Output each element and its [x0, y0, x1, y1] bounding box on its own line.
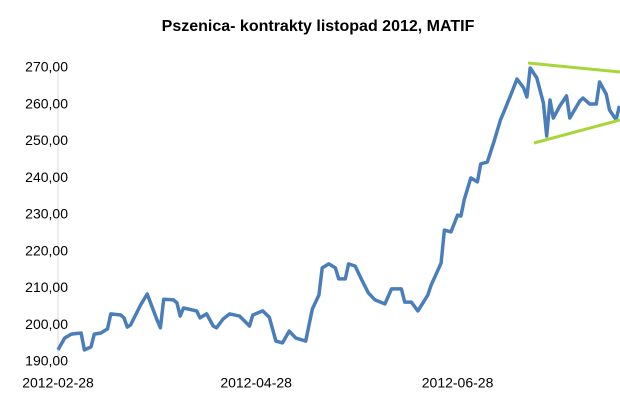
y-tick-label: 210,00	[25, 279, 68, 295]
y-tick-label: 260,00	[25, 95, 68, 111]
trend-line-upper	[527, 61, 620, 74]
y-tick-label: 270,00	[25, 59, 68, 75]
y-tick-label: 250,00	[25, 132, 68, 148]
line	[56, 66, 620, 352]
y-tick-label: 240,00	[25, 169, 68, 185]
chart-title: Pszenica- kontrakty listopad 2012, MATIF	[162, 18, 475, 35]
plot	[56, 66, 620, 352]
x-tick-label: 2012-06-28	[422, 375, 494, 391]
y-tick-label: 220,00	[25, 242, 68, 258]
y-tick-label: 190,00	[25, 353, 68, 369]
x-tick-label: 2012-02-28	[22, 375, 94, 391]
y-tick-label: 230,00	[25, 206, 68, 222]
trend-line-lower	[533, 118, 620, 145]
y-tick-label: 200,00	[25, 316, 68, 332]
x-tick-label: 2012-04-28	[220, 375, 292, 391]
